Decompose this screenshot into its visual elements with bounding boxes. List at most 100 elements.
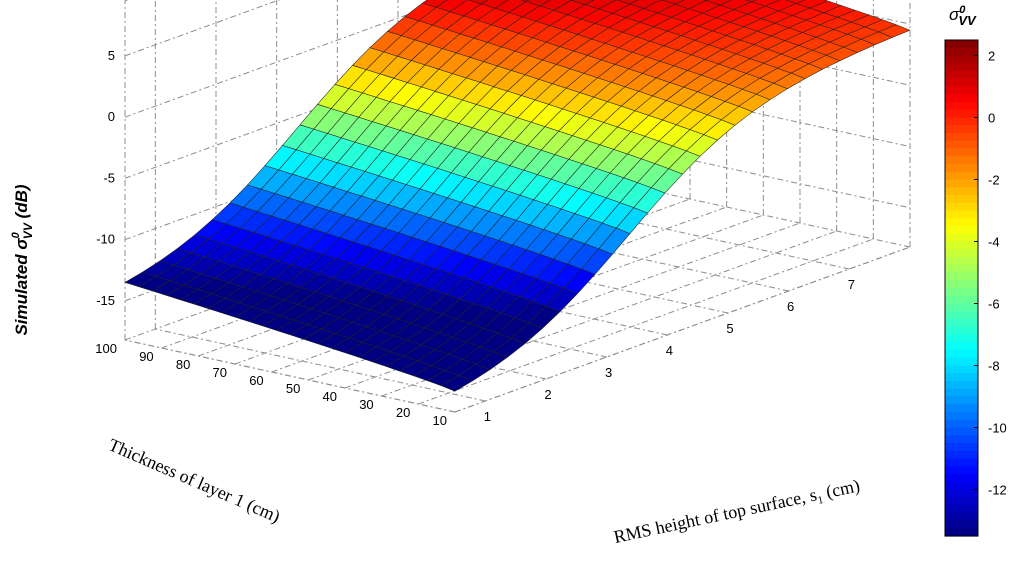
floor-grid-y-1 <box>418 238 874 405</box>
colorbar-band <box>945 40 978 49</box>
y-tick-label: 20 <box>396 405 410 420</box>
colorbar-band <box>945 350 978 359</box>
colorbar-band <box>945 481 978 491</box>
colorbar-band <box>945 125 978 134</box>
colorbar-band <box>945 86 978 95</box>
z-tick-label: -15 <box>96 293 115 308</box>
colorbar-band <box>945 249 978 258</box>
colorbar-band <box>945 404 978 413</box>
colorbar-band <box>945 334 978 343</box>
colorbar-band <box>945 505 978 514</box>
surface-face <box>661 0 685 5</box>
y-tick-label: 90 <box>139 349 153 364</box>
colorbar-title-sup: 0 <box>959 4 966 16</box>
colorbar-band <box>945 140 978 150</box>
x-axis-title: RMS height of top surface, s1 (cm) <box>612 475 862 550</box>
x-tick-label: 5 <box>726 321 733 336</box>
colorbar-tick-label: -8 <box>988 359 1000 374</box>
colorbar-band <box>945 435 978 444</box>
colorbar-band <box>945 489 978 498</box>
floor-grid-x-1 <box>155 328 486 402</box>
colorbar-frame <box>944 39 979 537</box>
colorbar-band <box>945 241 978 250</box>
colorbar-band <box>945 226 978 235</box>
colorbar-band <box>945 326 978 336</box>
surface-face <box>784 0 806 4</box>
colorbar-band <box>945 195 978 204</box>
colorbar-title-sym: σ <box>949 5 960 24</box>
colorbar-tick-label: -6 <box>988 297 1000 312</box>
colorbar-band <box>945 295 978 305</box>
z-axis-title-sub: VV <box>21 222 35 239</box>
colorbar-band <box>945 396 978 405</box>
colorbar-band <box>945 202 978 212</box>
floor-grid-x-0 <box>124 339 456 413</box>
colorbar-band <box>945 419 978 429</box>
surface-face <box>744 0 757 3</box>
x-axis-title-unit: (cm) <box>820 475 862 504</box>
wall-hline-0 <box>124 135 911 302</box>
colorbar-band <box>945 427 978 436</box>
colorbar-band <box>945 210 978 219</box>
y-tick-label: 100 <box>95 341 117 356</box>
surface-face <box>422 0 448 8</box>
colorbar-band <box>945 458 978 467</box>
colorbar-title: σ0 VV <box>949 4 977 28</box>
colorbar-ticks: 2 0 -2 -4 -6 -8 -10 -12 <box>974 49 1007 498</box>
colorbar-band <box>945 388 978 398</box>
colorbar-band <box>945 233 978 243</box>
surface-plot <box>124 0 911 392</box>
colorbar-band <box>945 63 978 72</box>
y-axis-title: Thickness of layer 1 (cm) <box>105 434 283 527</box>
colorbar-band <box>945 466 978 475</box>
x-tick-label: 7 <box>848 277 855 292</box>
x-tick-label: 3 <box>605 365 612 380</box>
colorbar-tick-label: -4 <box>988 235 1000 250</box>
x-tick-label: 1 <box>484 409 491 424</box>
x-tick-label: 4 <box>666 343 673 358</box>
colorbar-band <box>945 280 978 289</box>
y-tick-label: 60 <box>249 373 263 388</box>
colorbar-band <box>945 474 978 483</box>
surface-face <box>878 24 911 38</box>
colorbar-band <box>945 319 978 328</box>
colorbar-band <box>945 78 978 88</box>
z-axis-title-sup: 0 <box>10 231 22 238</box>
z-axis-title-suffix: (dB) <box>12 184 31 223</box>
colorbar-band <box>945 303 978 312</box>
colorbar-band <box>945 272 978 281</box>
y-tick-label: 80 <box>176 357 190 372</box>
z-axis-title: Simulated σ0VV (dB) <box>10 184 35 335</box>
colorbar-tick-label: -10 <box>988 421 1007 436</box>
surface-face <box>616 0 639 5</box>
colorbar-band <box>945 156 978 165</box>
colorbar-band <box>945 148 978 157</box>
surface-face <box>526 0 551 7</box>
colorbar-band <box>945 187 978 196</box>
colorbar-band <box>945 257 978 266</box>
colorbar-band <box>945 218 978 227</box>
colorbar-tick-label: -12 <box>988 483 1007 498</box>
colorbar-band <box>945 133 978 142</box>
colorbar-title-sub: VV <box>958 13 977 28</box>
x-tick-label: 2 <box>544 387 551 402</box>
y-tick-label: 10 <box>433 413 447 428</box>
y-tick-label: 30 <box>359 397 373 412</box>
x-axis-title-sub: 1 <box>817 494 825 507</box>
colorbar-band <box>945 512 978 522</box>
colorbar-band <box>945 264 978 274</box>
z-tick-label: 0 <box>108 109 115 124</box>
colorbar-band <box>945 171 978 181</box>
z-tick-label: -10 <box>96 232 115 247</box>
wall-hline-1 <box>124 74 911 241</box>
colorbar-band <box>945 520 978 529</box>
colorbar-band <box>945 497 978 506</box>
colorbar-band <box>945 164 978 173</box>
z-tick-label: 5 <box>108 48 115 63</box>
colorbar-band <box>945 357 978 367</box>
colorbar-band <box>945 528 978 537</box>
colorbar-tick-label: 0 <box>988 111 995 126</box>
colorbar-tick-label: -2 <box>988 173 1000 188</box>
z-axis-title-prefix: Simulated σ <box>12 238 31 336</box>
